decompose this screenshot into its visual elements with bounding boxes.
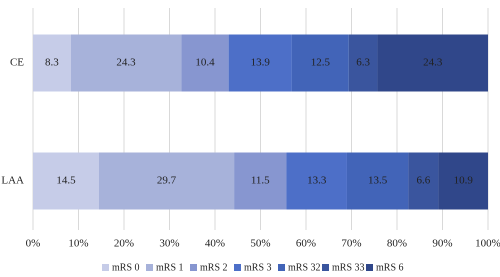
legend-label: mRS 0 — [112, 262, 140, 273]
data-label: 6.6 — [417, 175, 431, 187]
legend-label: mRS 2 — [200, 262, 228, 273]
legend-label: mRS 6 — [376, 262, 404, 273]
x-tick-label: 100% — [475, 238, 500, 250]
legend-swatch — [234, 264, 241, 271]
data-label: 13.9 — [251, 57, 271, 69]
x-tick-label: 30% — [159, 238, 179, 250]
legend-swatch — [102, 264, 109, 271]
bar-segment — [181, 34, 229, 92]
legend-label: mRS 3 — [244, 262, 272, 273]
bar-segment — [33, 34, 71, 92]
bar-segment — [70, 34, 182, 92]
data-label: 11.5 — [251, 175, 270, 187]
bar-segment — [346, 152, 409, 210]
data-label: 12.5 — [311, 57, 331, 69]
legend-swatch — [322, 264, 329, 271]
x-tick-label: 90% — [432, 238, 452, 250]
bar-segment — [234, 152, 287, 210]
data-label: 14.5 — [56, 175, 76, 187]
y-tick-label: CE — [10, 57, 24, 69]
data-label: 10.4 — [195, 57, 215, 69]
data-label: 29.7 — [157, 175, 177, 187]
data-label: 13.3 — [307, 175, 327, 187]
y-tick-label: LAA — [1, 175, 24, 187]
x-tick-label: 40% — [205, 238, 225, 250]
legend-swatch — [278, 264, 285, 271]
x-tick-label: 10% — [68, 238, 88, 250]
bar-segment — [291, 34, 349, 92]
x-tick-label: 70% — [341, 238, 361, 250]
x-tick-label: 80% — [387, 238, 407, 250]
x-tick-label: 60% — [296, 238, 316, 250]
legend-label: mRS 32 — [288, 262, 321, 273]
bar-segment — [438, 152, 488, 210]
data-label: 24.3 — [116, 57, 136, 69]
data-label: 10.9 — [454, 175, 474, 187]
x-tick-label: 0% — [26, 238, 41, 250]
legend-label: mRS 33 — [332, 262, 365, 273]
data-label: 24.3 — [423, 57, 443, 69]
data-label: 6.3 — [356, 57, 370, 69]
legend-swatch — [190, 264, 197, 271]
legend-swatch — [146, 264, 153, 271]
bar-segment — [98, 152, 235, 210]
bar-segment — [286, 152, 347, 210]
legend-label: mRS 1 — [156, 262, 184, 273]
legend-swatch — [366, 264, 373, 271]
bar-segment — [377, 34, 488, 92]
x-tick-label: 20% — [114, 238, 134, 250]
x-tick-label: 50% — [250, 238, 270, 250]
bar-segment — [348, 34, 378, 92]
bar-segment — [33, 152, 99, 210]
bar-segment — [408, 152, 439, 210]
data-label: 13.5 — [368, 175, 388, 187]
data-label: 8.3 — [45, 57, 59, 69]
bar-segment — [228, 34, 292, 92]
